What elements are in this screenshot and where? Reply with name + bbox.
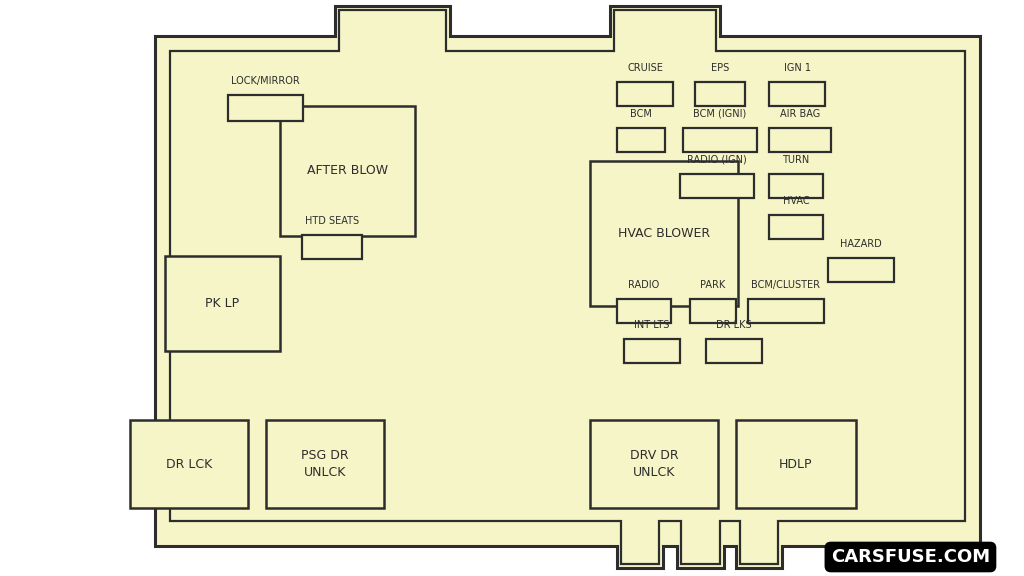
Text: BCM (IGNI): BCM (IGNI) — [693, 109, 746, 119]
Text: DRV DR
UNLCK: DRV DR UNLCK — [630, 449, 678, 479]
Bar — [266, 420, 384, 508]
Text: BCM/CLUSTER: BCM/CLUSTER — [752, 280, 820, 290]
Bar — [590, 420, 718, 508]
Text: AIR BAG: AIR BAG — [780, 109, 820, 119]
Bar — [706, 339, 762, 363]
Bar — [769, 82, 825, 106]
Bar — [130, 420, 248, 508]
Text: HVAC BLOWER: HVAC BLOWER — [617, 227, 710, 240]
Bar — [280, 106, 415, 236]
Text: CARSFUSE.COM: CARSFUSE.COM — [830, 548, 990, 566]
Text: DR LCK: DR LCK — [166, 457, 212, 471]
Bar — [769, 215, 823, 239]
Bar — [736, 420, 856, 508]
Text: EPS: EPS — [711, 63, 729, 73]
Bar — [769, 128, 831, 152]
Text: CRUISE: CRUISE — [627, 63, 663, 73]
Bar — [617, 82, 673, 106]
Bar — [302, 235, 362, 259]
Bar — [769, 174, 823, 198]
Text: RADIO (IGN): RADIO (IGN) — [687, 155, 746, 165]
Text: TURN: TURN — [782, 155, 810, 165]
Text: LOCK/MIRROR: LOCK/MIRROR — [231, 76, 300, 86]
Bar — [680, 174, 754, 198]
Text: INT LTS: INT LTS — [634, 320, 670, 330]
Polygon shape — [155, 6, 980, 568]
Text: PK LP: PK LP — [206, 297, 240, 310]
Bar — [617, 128, 665, 152]
Text: RADIO: RADIO — [629, 280, 659, 290]
Bar — [683, 128, 757, 152]
Text: HTD SEATS: HTD SEATS — [305, 216, 359, 226]
Text: HAZARD: HAZARD — [840, 239, 882, 249]
Text: PSG DR
UNLCK: PSG DR UNLCK — [301, 449, 349, 479]
Text: DR LKS: DR LKS — [716, 320, 752, 330]
Bar — [695, 82, 745, 106]
Text: IGN 1: IGN 1 — [783, 63, 811, 73]
Bar — [828, 258, 894, 282]
Bar — [690, 299, 736, 323]
Bar — [590, 161, 738, 306]
Bar — [165, 256, 280, 351]
Text: BCM: BCM — [630, 109, 652, 119]
Bar — [748, 299, 824, 323]
Text: HVAC: HVAC — [782, 196, 809, 206]
Text: HDLP: HDLP — [779, 457, 813, 471]
Text: AFTER BLOW: AFTER BLOW — [307, 165, 388, 177]
Text: PARK: PARK — [700, 280, 726, 290]
Bar — [228, 95, 303, 121]
Bar — [617, 299, 671, 323]
Bar — [624, 339, 680, 363]
